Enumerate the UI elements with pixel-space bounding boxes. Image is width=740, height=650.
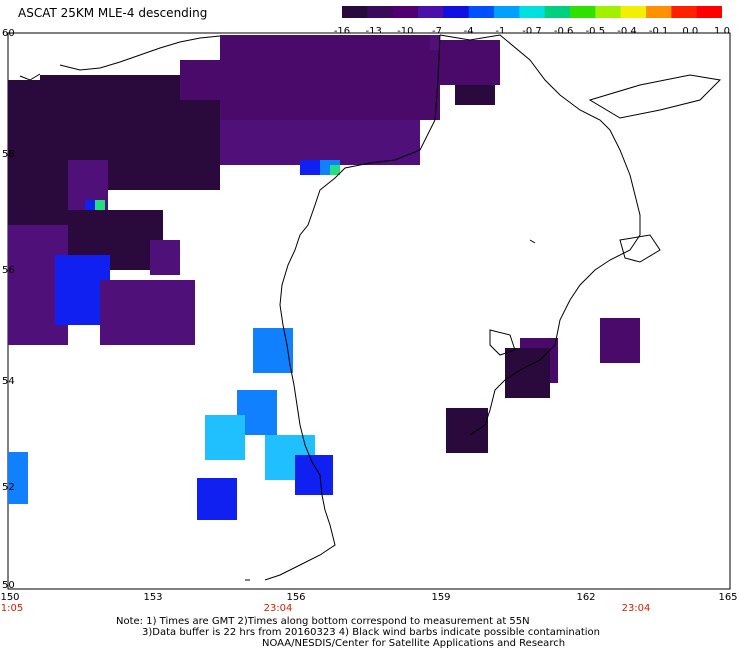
colorbar-swatch [671, 6, 698, 18]
lat-label: 58 [2, 149, 15, 160]
lon-label: 156 [286, 592, 306, 603]
colorbar-swatch [544, 6, 571, 18]
colorbar-swatch [519, 6, 546, 18]
time-label: 1:05 [0, 603, 24, 614]
colorbar-tick-label: -0.4 [617, 26, 637, 37]
lon-label: 162 [576, 592, 596, 603]
data-cell [330, 165, 340, 175]
colorbar-tick-label: -0.6 [553, 26, 574, 37]
data-cell [295, 455, 333, 495]
colorbar-tick-label: -1 [495, 26, 506, 37]
time-label: 23:04 [621, 603, 651, 614]
colorbar-tick-label: -0.5 [585, 26, 606, 37]
note-line-2: 3)Data buffer is 22 hrs from 20160323 4)… [142, 627, 600, 638]
time-label: 23:04 [263, 603, 293, 614]
colorbar-tick-label: -0.7 [522, 26, 542, 37]
colorbar-swatch [646, 6, 672, 18]
data-cell [85, 200, 95, 210]
map-title: ASCAT 25KM MLE-4 descending [18, 6, 208, 20]
data-cells [8, 35, 640, 520]
data-cell [205, 415, 245, 460]
lat-label: 60 [2, 28, 15, 39]
data-cell [505, 348, 550, 398]
colorbar-swatch [620, 6, 647, 18]
data-cell [600, 318, 640, 363]
data-cell [253, 328, 293, 373]
data-cell [20, 100, 220, 180]
data-cell [180, 60, 440, 120]
colorbar-tick-label: -7 [432, 26, 442, 37]
colorbar-swatch [367, 6, 394, 18]
colorbar-tick-label: 1.0 [714, 26, 730, 37]
colorbar-swatch [392, 6, 419, 18]
colorbar-tick-label: -0.1 [648, 26, 669, 37]
data-cell [100, 280, 195, 345]
lon-label: 159 [431, 592, 451, 603]
colorbar-swatch [443, 6, 470, 18]
data-cell [455, 85, 465, 105]
data-cell [8, 452, 28, 504]
coastline [19, 34, 722, 581]
colorbar-swatch [418, 6, 444, 18]
colorbar-tick-label: -4 [463, 26, 474, 37]
note-line-3: NOAA/NESDIS/Center for Satellite Applica… [262, 638, 566, 649]
colorbar-swatch [570, 6, 596, 18]
data-cell [430, 35, 440, 50]
colorbar-tick-label: -13 [365, 26, 382, 37]
colorbar [342, 6, 722, 18]
colorbar-tick-label: 0.0 [682, 26, 699, 37]
colorbar-swatch [342, 6, 368, 18]
colorbar-swatch [468, 6, 495, 18]
colorbar-labels: -16 -13 -10 -7 -4 -1 -0.7 -0.6 -0.5 -0.4 -0.1 0.0 1.… [334, 26, 732, 38]
colorbar-swatch [696, 6, 722, 18]
data-cell [446, 408, 488, 453]
lon-label: 153 [143, 592, 163, 603]
data-cell [440, 40, 500, 85]
lat-label: 54 [2, 376, 15, 387]
lon-label: 150 [0, 592, 20, 603]
data-cell [150, 240, 180, 275]
note-line-1: Note: 1) Times are GMT 2)Times along bot… [116, 616, 530, 627]
data-cell [95, 200, 105, 210]
colorbar-swatch [595, 6, 622, 18]
colorbar-tick-label: -16 [333, 26, 351, 37]
colorbar-swatch [494, 6, 520, 18]
colorbar-tick-label: -10 [397, 26, 414, 37]
lon-label: 165 [718, 592, 738, 603]
data-cell [197, 478, 237, 520]
lat-label: 52 [2, 482, 15, 493]
lat-label: 56 [2, 265, 15, 276]
lat-label: 50 [2, 580, 15, 591]
